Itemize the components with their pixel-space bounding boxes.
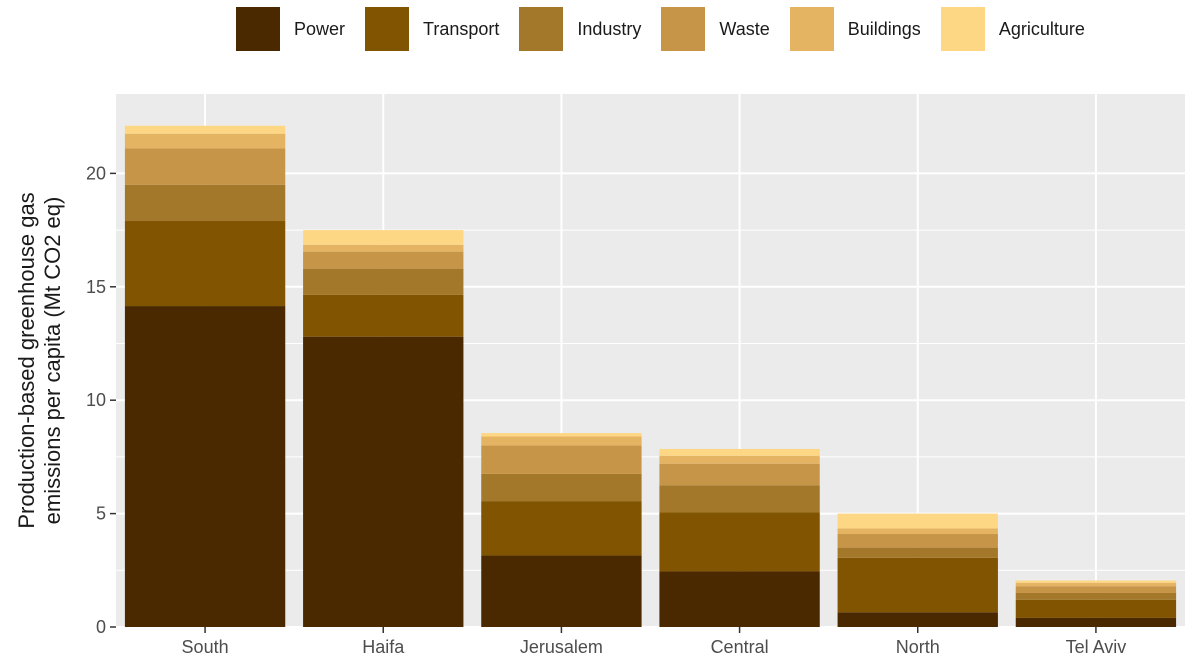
legend-label: Transport [423,18,500,39]
bar-segment-buildings-north [837,528,998,535]
bar-segment-agriculture-south [124,125,286,134]
bar-segment-industry-haifa [303,268,464,295]
bar-segment-transport-north [837,557,998,613]
y-axis-title-line: emissions per capita (Mt CO2 eq) [40,197,65,525]
legend-item-industry: Industry [519,7,641,51]
bar-segment-power-jerusalem [481,555,642,627]
legend-swatch [661,7,706,51]
bar-segment-power-tel-aviv [1015,617,1177,627]
y-tick-label: 0 [96,617,106,637]
legend-label: Industry [577,18,642,39]
bar-segment-buildings-tel-aviv [1015,582,1177,587]
bar-segment-waste-south [124,148,286,185]
y-tick-label: 15 [86,277,106,297]
bar-segment-buildings-jerusalem [481,436,642,446]
bar-segment-industry-jerusalem [481,473,642,502]
legend-label: Power [294,18,346,39]
bar-segment-transport-jerusalem [481,501,642,556]
bar-segment-waste-jerusalem [481,445,642,474]
bar-segment-transport-central [659,512,820,572]
legend-swatch [519,7,564,51]
bar-segment-buildings-central [659,455,820,464]
legend-swatch [789,7,834,51]
bar-segment-transport-south [124,221,286,307]
bar-segment-industry-south [124,184,286,222]
bar-segment-transport-tel-aviv [1015,599,1177,618]
bar-segment-industry-north [837,547,998,558]
bar-segment-power-north [837,612,998,627]
y-axis-title-line: Production-based greenhouse gas [14,192,39,528]
x-tick-label: Central [711,637,769,657]
legend-item-transport: Transport [365,7,499,51]
y-tick-label: 5 [96,504,106,524]
bar-segment-agriculture-tel-aviv [1015,580,1177,583]
x-tick-label: Tel Aviv [1066,637,1127,657]
legend-label: Waste [719,18,770,39]
bar-segment-industry-central [659,485,820,513]
bar-segment-power-south [124,306,286,627]
legend-label: Buildings [847,18,921,39]
bar-segment-agriculture-north [837,513,998,529]
legend-item-agriculture: Agriculture [940,7,1085,51]
bar-segment-power-central [659,571,820,627]
legend-swatch [236,7,280,51]
y-tick-label: 10 [86,390,106,410]
x-tick-label: Jerusalem [520,637,603,657]
bar-segment-industry-tel-aviv [1015,592,1177,600]
legend: Power Transport Industry Waste Buildings Agri… [236,7,1105,51]
legend-item-power: Power [236,7,345,51]
bar-segment-waste-haifa [303,251,464,269]
bar-segment-agriculture-central [659,448,820,456]
bar-segment-power-haifa [303,336,464,627]
y-axis-title: Production-based greenhouse gasemissions… [14,192,65,528]
x-tick-label: North [896,637,940,657]
bar-segment-waste-north [837,534,998,548]
legend-label: Agriculture [998,18,1085,39]
bar-segment-transport-haifa [303,294,464,337]
y-tick-label: 20 [86,163,106,183]
bar-segment-buildings-south [124,133,286,149]
bar-segment-agriculture-haifa [303,230,464,245]
bar-segment-waste-tel-aviv [1015,586,1177,593]
legend-swatch [940,7,985,51]
bar-segment-buildings-haifa [303,244,464,252]
x-tick-label: South [182,637,229,657]
plot-panel [116,94,1185,627]
x-tick-label: Haifa [362,637,405,657]
legend-item-waste: Waste [661,7,770,51]
legend-item-buildings: Buildings [789,7,921,51]
bar-segment-agriculture-jerusalem [481,433,642,437]
bar-segment-waste-central [659,463,820,486]
legend-swatch [365,7,410,51]
